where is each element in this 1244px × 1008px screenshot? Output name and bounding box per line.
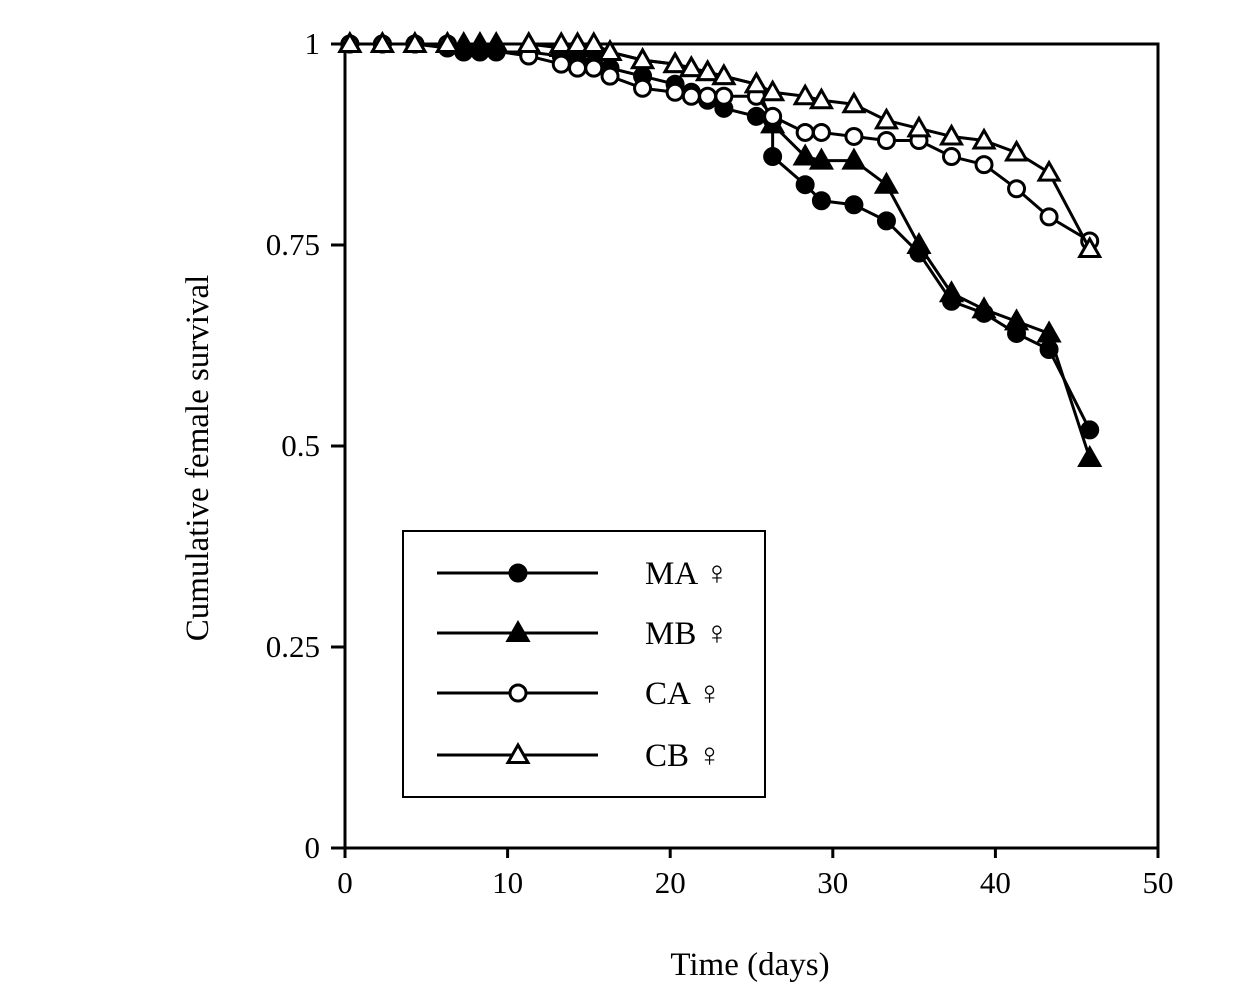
data-point bbox=[714, 86, 734, 106]
legend-entry: CB ♀ bbox=[437, 738, 722, 774]
data-point bbox=[678, 55, 704, 78]
legend-marker bbox=[508, 683, 528, 703]
data-point bbox=[844, 195, 864, 215]
data-point bbox=[746, 106, 766, 126]
data-point bbox=[971, 127, 997, 150]
x-tick-label: 30 bbox=[817, 865, 848, 900]
data-point bbox=[811, 122, 831, 142]
data-point bbox=[941, 147, 961, 167]
data-point bbox=[763, 147, 783, 167]
data-point bbox=[811, 191, 831, 211]
data-point bbox=[971, 296, 997, 319]
data-point bbox=[516, 30, 542, 53]
data-point bbox=[695, 59, 721, 82]
data-point bbox=[548, 30, 574, 53]
legend-entry: CA ♀ bbox=[437, 676, 722, 712]
axis-ticks: 0 10 20 30 40 50 0 0.25 0.5 0.75 1 bbox=[266, 26, 1174, 900]
x-axis-title: Time (days) bbox=[670, 947, 829, 983]
data-point bbox=[792, 83, 818, 106]
data-point bbox=[600, 66, 620, 86]
data-point bbox=[1003, 139, 1030, 162]
y-tick-label: 0 bbox=[305, 830, 321, 865]
data-point bbox=[1077, 445, 1103, 468]
x-tick-label: 10 bbox=[492, 865, 523, 900]
data-point bbox=[1003, 308, 1030, 331]
legend-marker bbox=[508, 563, 528, 583]
series-layer bbox=[337, 30, 1103, 468]
data-point bbox=[551, 54, 571, 74]
data-point bbox=[568, 58, 588, 78]
legend-marker bbox=[505, 619, 531, 642]
legend-marker bbox=[505, 741, 531, 764]
data-point bbox=[681, 86, 701, 106]
legend-label: MA ♀ bbox=[645, 556, 729, 592]
data-point bbox=[906, 115, 932, 138]
data-point bbox=[1036, 159, 1062, 182]
x-tick-label: 50 bbox=[1143, 865, 1174, 900]
data-point bbox=[876, 130, 896, 150]
data-point bbox=[369, 30, 395, 53]
data-point bbox=[974, 155, 994, 175]
data-point bbox=[581, 30, 607, 53]
data-point bbox=[584, 58, 604, 78]
y-tick-label: 0.25 bbox=[266, 629, 320, 664]
legend: MA ♀ MB ♀ CA ♀ CB ♀ bbox=[402, 530, 766, 798]
legend-label: CB ♀ bbox=[645, 738, 722, 774]
data-point bbox=[597, 39, 623, 62]
data-point bbox=[808, 87, 835, 110]
data-point bbox=[665, 82, 685, 102]
data-point bbox=[844, 126, 864, 146]
series-3 bbox=[337, 30, 1103, 259]
data-point bbox=[1039, 207, 1059, 227]
y-axis-title: Cumulative female survival bbox=[180, 275, 216, 642]
data-point bbox=[841, 147, 867, 170]
data-point bbox=[1036, 320, 1062, 343]
data-point bbox=[743, 71, 769, 94]
data-point bbox=[808, 147, 835, 170]
data-point bbox=[698, 86, 718, 106]
data-point bbox=[564, 30, 591, 53]
data-point bbox=[402, 30, 428, 53]
legend-label: CA ♀ bbox=[645, 676, 722, 712]
data-point bbox=[938, 123, 965, 146]
data-point bbox=[1077, 235, 1103, 259]
legend-label: MB ♀ bbox=[645, 616, 729, 652]
y-tick-label: 0.5 bbox=[281, 428, 320, 463]
data-point bbox=[662, 51, 688, 74]
data-point bbox=[795, 122, 815, 142]
data-point bbox=[1080, 420, 1100, 440]
data-point bbox=[873, 107, 900, 130]
data-point bbox=[906, 231, 932, 254]
data-point bbox=[938, 280, 965, 303]
y-tick-label: 1 bbox=[305, 26, 321, 61]
data-point bbox=[434, 30, 461, 53]
data-point bbox=[763, 106, 783, 126]
legend-box bbox=[402, 530, 766, 798]
x-tick-label: 40 bbox=[980, 865, 1011, 900]
x-tick-label: 20 bbox=[655, 865, 686, 900]
data-point bbox=[633, 78, 653, 98]
legend-entry: MA ♀ bbox=[437, 556, 729, 592]
data-point bbox=[711, 63, 737, 86]
data-point bbox=[1007, 179, 1027, 199]
data-point bbox=[337, 30, 363, 53]
data-point bbox=[760, 79, 786, 102]
data-point bbox=[629, 47, 656, 70]
data-point bbox=[873, 171, 900, 194]
x-tick-label: 0 bbox=[337, 865, 353, 900]
legend-entry: MB ♀ bbox=[437, 616, 729, 652]
y-tick-label: 0.75 bbox=[266, 227, 320, 262]
data-point bbox=[795, 175, 815, 195]
data-point bbox=[841, 91, 867, 114]
data-point bbox=[792, 143, 818, 166]
data-point bbox=[876, 211, 896, 231]
